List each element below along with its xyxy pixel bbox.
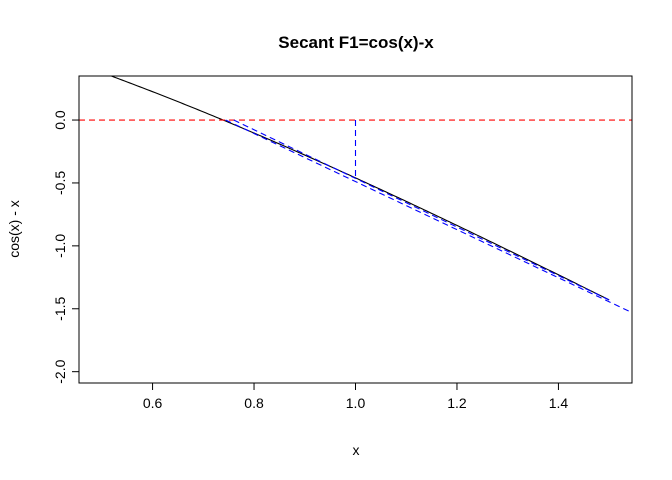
secant-line-2 (233, 119, 610, 301)
y-axis-label: cos(x) - x (6, 200, 22, 258)
x-tick-label: 0.6 (143, 395, 163, 411)
chart-title: Secant F1=cos(x)-x (278, 33, 434, 52)
x-axis-label: x (353, 442, 360, 458)
x-tick-label: 0.8 (244, 395, 264, 411)
y-tick-label: 0.0 (52, 110, 68, 130)
y-tick-label: -0.5 (52, 171, 68, 195)
x-tick-label: 1.0 (346, 395, 366, 411)
y-tick-label: -2.0 (52, 359, 68, 383)
x-tick-label: 1.2 (447, 395, 467, 411)
y-tick-label: -1.5 (52, 296, 68, 320)
y-axis: 0.0 -0.5 -1.0 -1.5 -2.0 (52, 110, 80, 384)
secant-line-3 (225, 119, 632, 314)
x-tick-label: 1.4 (549, 395, 569, 411)
plot-content (79, 76, 632, 314)
x-axis: 0.6 0.8 1.0 1.2 1.4 (143, 382, 569, 411)
y-tick-label: -1.0 (52, 234, 68, 258)
